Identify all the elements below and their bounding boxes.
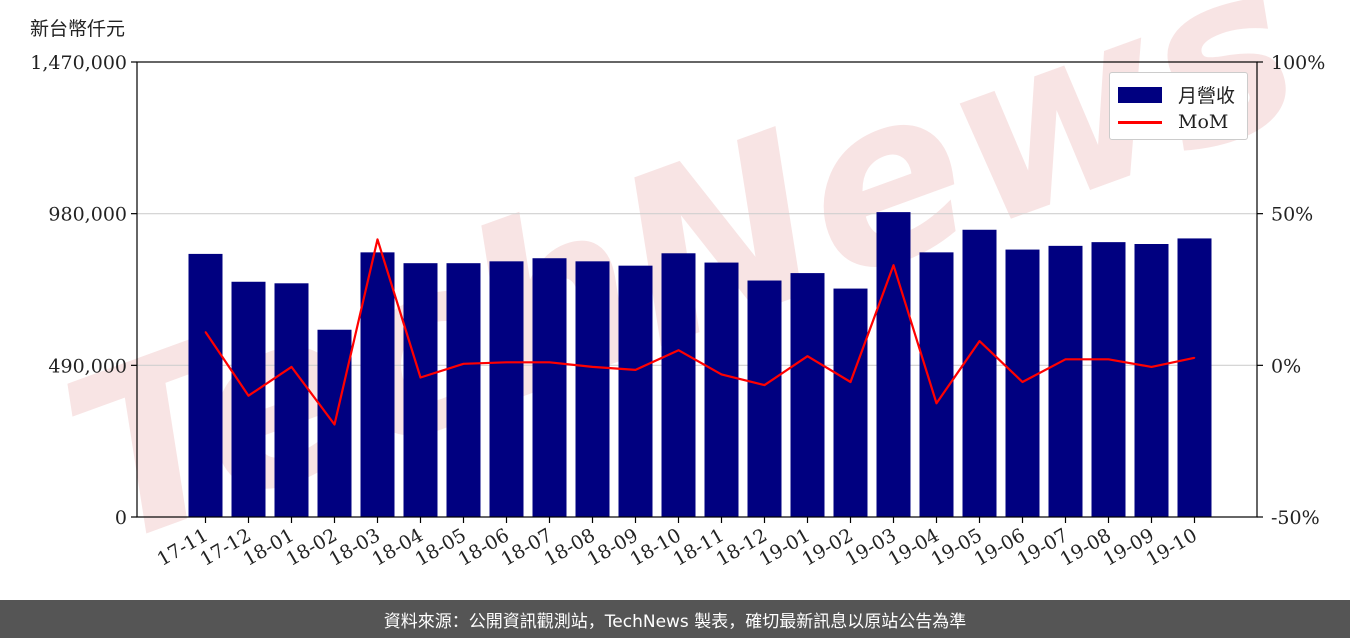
mom-point-19-03 <box>892 264 895 267</box>
mom-point-19-05 <box>978 340 981 342</box>
right-tick-label: 0% <box>1271 355 1301 377</box>
y-axis-unit-label: 新台幣仟元 <box>30 18 126 40</box>
mom-point-18-12 <box>763 384 766 386</box>
mom-point-18-03 <box>376 238 379 241</box>
bar-19-08 <box>1091 242 1126 517</box>
mom-point-19-04 <box>935 402 938 405</box>
legend: 月營收 MoM <box>1109 72 1248 140</box>
mom-point-18-11 <box>720 373 723 376</box>
right-tick-label: -50% <box>1271 507 1320 529</box>
bar-19-06 <box>1005 249 1040 518</box>
mom-line-series <box>204 238 1196 426</box>
bar-19-02 <box>833 288 868 517</box>
mom-point-19-09 <box>1150 366 1153 368</box>
mom-point-18-04 <box>419 376 422 379</box>
bar-18-11 <box>704 262 739 517</box>
right-tick-label: 50% <box>1271 204 1313 226</box>
plot-frame <box>136 61 1258 518</box>
mom-point-18-07 <box>548 361 551 364</box>
x-tick-label-19-10: 19-10 <box>1143 524 1201 570</box>
bar-19-10 <box>1177 238 1212 517</box>
left-tick-label: 490,000 <box>48 355 127 377</box>
mom-line <box>204 238 1195 426</box>
bar-series <box>188 212 1212 518</box>
left-tick-label: 0 <box>115 507 127 529</box>
bar-18-06 <box>489 261 524 517</box>
mom-point-18-06 <box>505 361 508 364</box>
bar-18-05 <box>446 263 481 517</box>
bar-18-04 <box>403 263 438 517</box>
bar-19-03 <box>876 212 911 517</box>
bar-18-08 <box>575 261 610 517</box>
mom-point-18-05 <box>462 363 465 365</box>
bar-18-09 <box>618 265 653 517</box>
legend-label-revenue: 月營收 <box>1178 85 1236 107</box>
legend-item-mom: MoM <box>1118 111 1228 133</box>
left-tick-label: 1,470,000 <box>30 52 127 74</box>
mom-point-19-10 <box>1193 356 1196 359</box>
legend-swatch-mom <box>1118 120 1162 124</box>
legend-label-mom: MoM <box>1178 111 1229 133</box>
bar-18-12 <box>747 280 782 517</box>
mom-point-18-01 <box>290 366 293 368</box>
bar-19-01 <box>790 273 825 517</box>
left-tick-label: 980,000 <box>48 204 127 226</box>
legend-swatch-revenue <box>1118 86 1162 103</box>
bar-18-10 <box>661 253 696 518</box>
mom-point-17-12 <box>247 394 250 397</box>
bar-18-03 <box>360 252 395 517</box>
mom-point-19-08 <box>1107 358 1110 361</box>
bar-19-05 <box>962 229 997 517</box>
mom-point-19-06 <box>1021 381 1024 383</box>
bar-19-09 <box>1134 244 1169 517</box>
mom-point-19-07 <box>1064 358 1067 361</box>
source-footer: 資料來源：公開資訊觀測站，TechNews 製表，確切最新訊息以原站公告為準 <box>0 600 1350 638</box>
mom-point-18-08 <box>591 366 594 368</box>
right-tick-label: 100% <box>1271 52 1325 74</box>
bar-18-07 <box>532 258 567 517</box>
mom-point-17-11 <box>204 331 207 333</box>
source-text: 資料來源：公開資訊觀測站，TechNews 製表，確切最新訊息以原站公告為準 <box>383 611 967 632</box>
bar-19-07 <box>1048 245 1083 517</box>
mom-point-19-01 <box>806 355 809 358</box>
bar-17-12 <box>231 281 266 517</box>
mom-point-19-02 <box>849 381 852 383</box>
bar-17-11 <box>188 253 223 517</box>
legend-item-revenue: 月營收 <box>1118 81 1235 108</box>
bar-19-04 <box>919 252 954 517</box>
mom-point-18-10 <box>677 349 680 351</box>
mom-point-18-02 <box>333 423 336 426</box>
chart-area: TechNews 0490,000980,0001,470,000-50%0%5… <box>30 0 1331 599</box>
bar-18-01 <box>274 283 309 517</box>
mom-point-18-09 <box>634 369 637 371</box>
